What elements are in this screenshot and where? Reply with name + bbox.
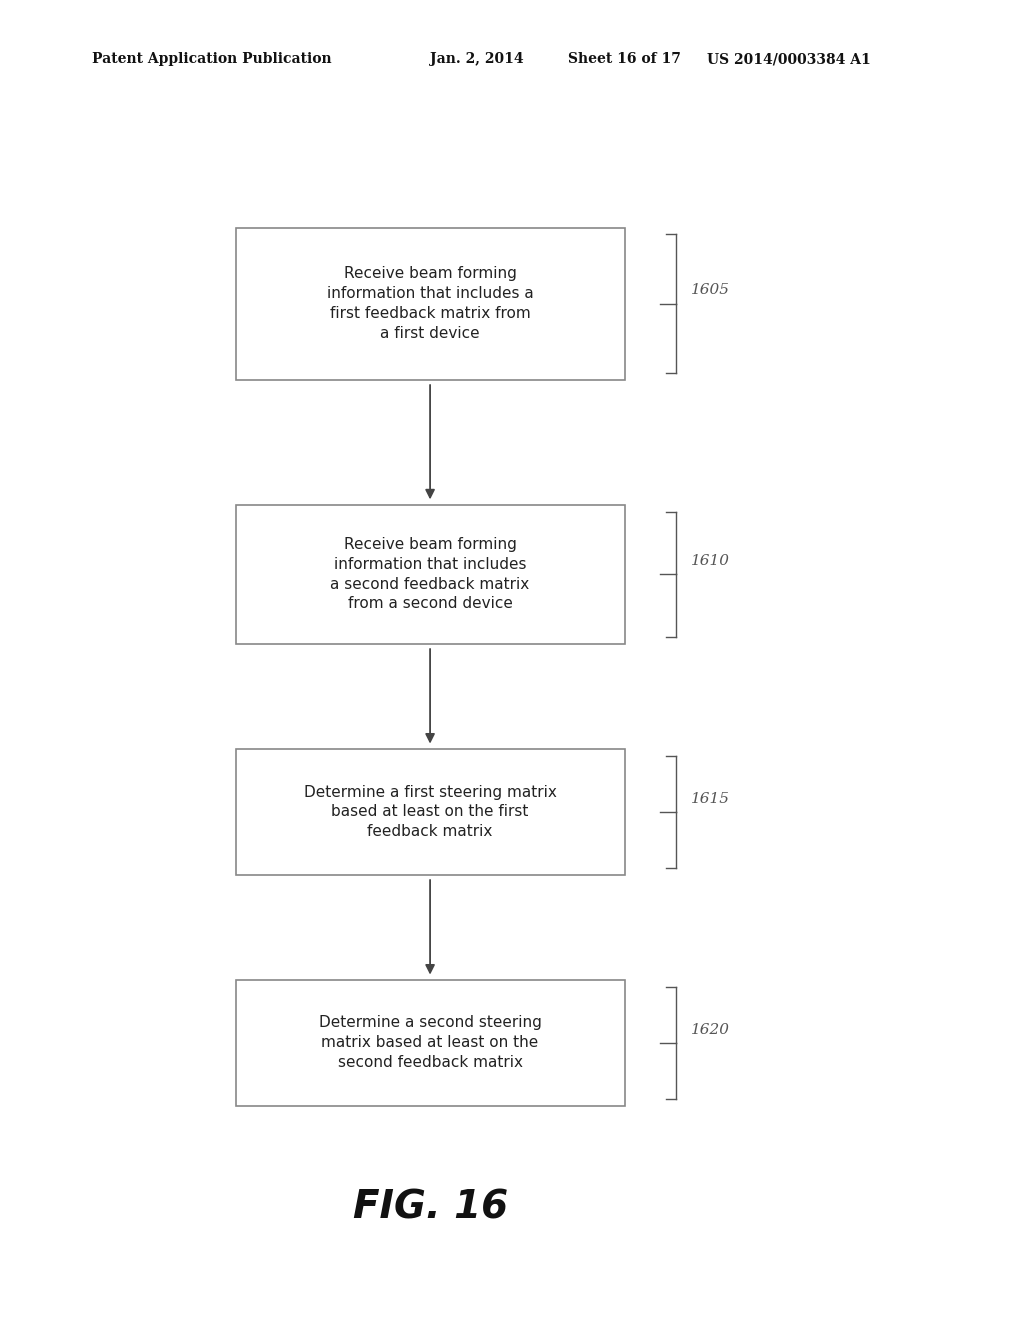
Text: Jan. 2, 2014: Jan. 2, 2014 [430, 53, 523, 66]
Text: Receive beam forming
information that includes a
first feedback matrix from
a fi: Receive beam forming information that in… [327, 267, 534, 341]
Text: 1615: 1615 [691, 792, 730, 805]
Text: Receive beam forming
information that includes
a second feedback matrix
from a s: Receive beam forming information that in… [331, 537, 529, 611]
Text: Determine a first steering matrix
based at least on the first
feedback matrix: Determine a first steering matrix based … [304, 784, 556, 840]
Text: Determine a second steering
matrix based at least on the
second feedback matrix: Determine a second steering matrix based… [318, 1015, 542, 1071]
Text: 1605: 1605 [691, 284, 730, 297]
FancyBboxPatch shape [236, 506, 625, 644]
Text: 1610: 1610 [691, 554, 730, 568]
FancyBboxPatch shape [236, 979, 625, 1106]
Text: 1620: 1620 [691, 1023, 730, 1036]
Text: Sheet 16 of 17: Sheet 16 of 17 [568, 53, 681, 66]
FancyBboxPatch shape [236, 227, 625, 380]
Text: FIG. 16: FIG. 16 [352, 1189, 508, 1226]
Text: US 2014/0003384 A1: US 2014/0003384 A1 [707, 53, 870, 66]
FancyBboxPatch shape [236, 750, 625, 874]
Text: Patent Application Publication: Patent Application Publication [92, 53, 332, 66]
